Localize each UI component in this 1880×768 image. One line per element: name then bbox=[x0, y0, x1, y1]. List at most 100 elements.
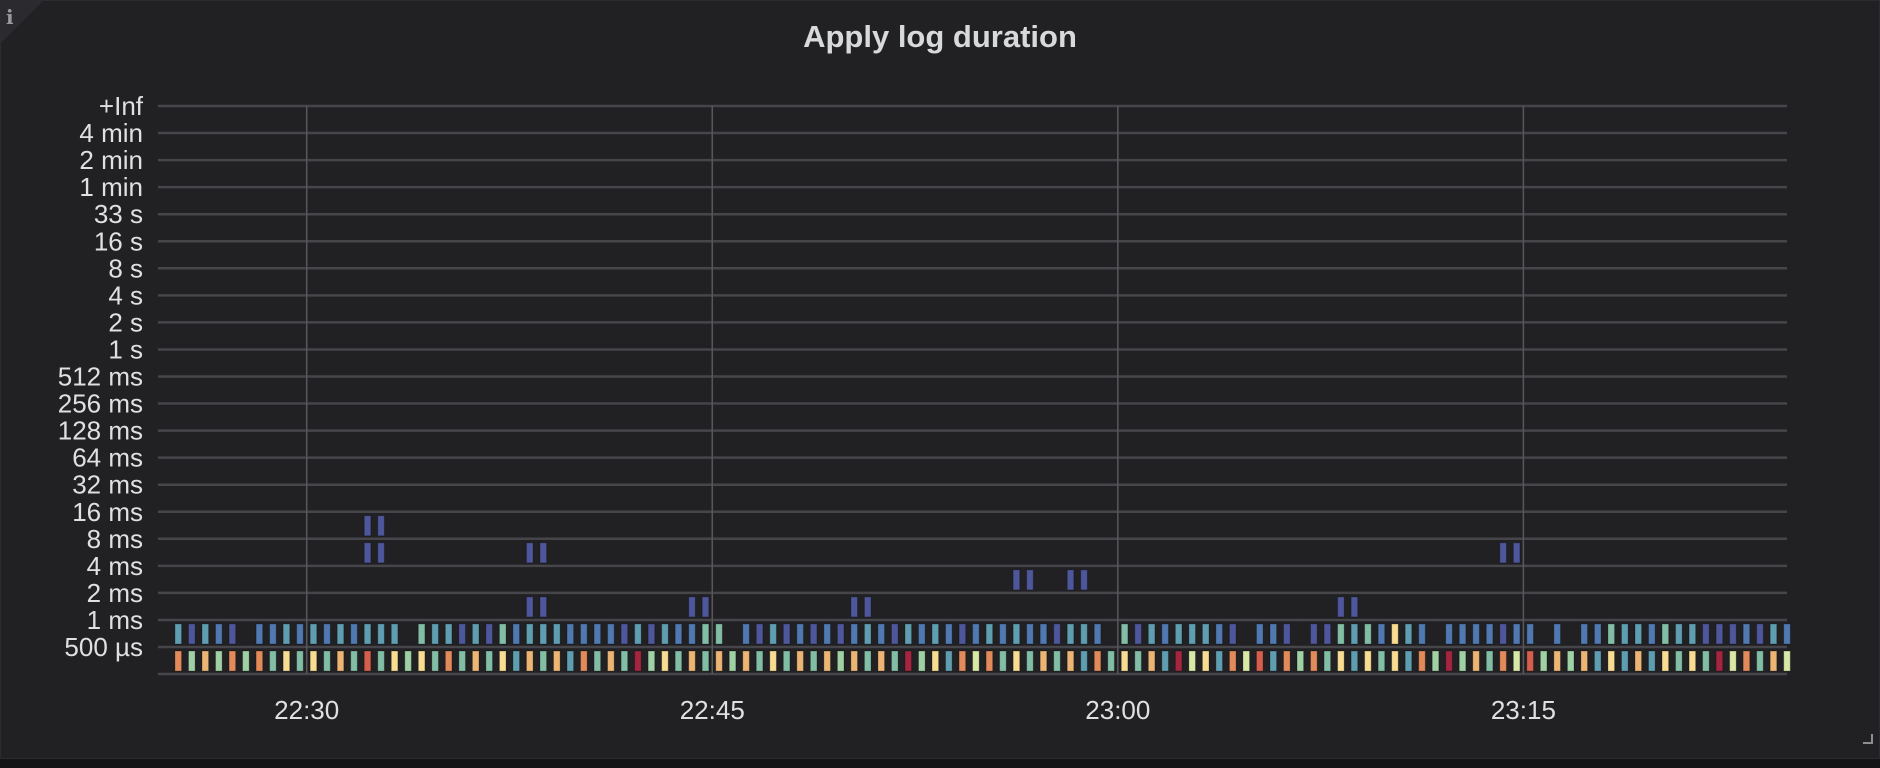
heatmap-cell[interactable] bbox=[1512, 623, 1521, 645]
heatmap-cell[interactable] bbox=[593, 623, 602, 645]
heatmap-cell[interactable] bbox=[525, 650, 534, 672]
heatmap-cell[interactable] bbox=[498, 650, 507, 672]
heatmap-cell[interactable] bbox=[1269, 650, 1278, 672]
heatmap-cell[interactable] bbox=[1688, 650, 1697, 672]
heatmap-cell[interactable] bbox=[1391, 650, 1399, 672]
heatmap-cell[interactable] bbox=[1215, 650, 1224, 672]
heatmap-cell[interactable] bbox=[836, 650, 845, 672]
heatmap-cell[interactable] bbox=[1255, 650, 1264, 672]
heatmap-cell[interactable] bbox=[1337, 596, 1345, 618]
heatmap-cell[interactable] bbox=[809, 650, 818, 672]
heatmap-cell[interactable] bbox=[1134, 650, 1142, 672]
heatmap-cell[interactable] bbox=[1634, 650, 1643, 672]
heatmap-cell[interactable] bbox=[715, 623, 723, 645]
heatmap-cell[interactable] bbox=[1228, 623, 1237, 645]
heatmap-cell[interactable] bbox=[390, 623, 399, 645]
heatmap-cell[interactable] bbox=[1485, 623, 1494, 645]
heatmap-cell[interactable] bbox=[931, 650, 940, 672]
heatmap-cell[interactable] bbox=[1742, 650, 1751, 672]
heatmap-cell[interactable] bbox=[1472, 623, 1480, 645]
heatmap-cell[interactable] bbox=[607, 623, 615, 645]
heatmap-cell[interactable] bbox=[1404, 650, 1413, 672]
heatmap-cell[interactable] bbox=[1702, 650, 1710, 672]
heatmap-cell[interactable] bbox=[485, 650, 494, 672]
heatmap-cell[interactable] bbox=[417, 650, 426, 672]
heatmap-cell[interactable] bbox=[863, 596, 872, 618]
heatmap-cell[interactable] bbox=[755, 623, 764, 645]
heatmap-cell[interactable] bbox=[539, 650, 548, 672]
heatmap-cell[interactable] bbox=[1634, 623, 1643, 645]
heatmap-cell[interactable] bbox=[1337, 650, 1345, 672]
heatmap-cell[interactable] bbox=[1012, 569, 1021, 591]
heatmap-cell[interactable] bbox=[512, 623, 521, 645]
heatmap-cell[interactable] bbox=[1012, 650, 1021, 672]
heatmap-cell[interactable] bbox=[661, 650, 669, 672]
heatmap-cell[interactable] bbox=[309, 623, 318, 645]
heatmap-cell[interactable] bbox=[1201, 623, 1210, 645]
heatmap-cell[interactable] bbox=[1580, 623, 1589, 645]
heatmap-cell[interactable] bbox=[877, 650, 886, 672]
heatmap-cell[interactable] bbox=[363, 623, 372, 645]
heatmap-cell[interactable] bbox=[634, 623, 642, 645]
heatmap-cell[interactable] bbox=[1296, 650, 1305, 672]
heatmap-cell[interactable] bbox=[1053, 650, 1061, 672]
resize-handle[interactable] bbox=[1863, 734, 1873, 744]
heatmap-cell[interactable] bbox=[1620, 650, 1629, 672]
heatmap-cell[interactable] bbox=[620, 623, 629, 645]
heatmap-cell[interactable] bbox=[580, 650, 588, 672]
heatmap-cell[interactable] bbox=[1620, 623, 1629, 645]
heatmap-cell[interactable] bbox=[607, 650, 615, 672]
heatmap-cell[interactable] bbox=[863, 650, 872, 672]
heatmap-cell[interactable] bbox=[1675, 650, 1683, 672]
heatmap-cell[interactable] bbox=[1418, 650, 1426, 672]
heatmap-cell[interactable] bbox=[1066, 650, 1075, 672]
heatmap-cell[interactable] bbox=[512, 650, 521, 672]
heatmap-cell[interactable] bbox=[1039, 623, 1048, 645]
heatmap-cell[interactable] bbox=[1715, 623, 1724, 645]
heatmap-cell[interactable] bbox=[1512, 542, 1521, 564]
heatmap-cell[interactable] bbox=[1756, 623, 1764, 645]
heatmap-cell[interactable] bbox=[985, 623, 994, 645]
heatmap-cell[interactable] bbox=[1066, 569, 1075, 591]
heatmap-cell[interactable] bbox=[1391, 623, 1399, 645]
heatmap-cell[interactable] bbox=[999, 650, 1007, 672]
heatmap-cell[interactable] bbox=[566, 623, 575, 645]
heatmap-cell[interactable] bbox=[363, 542, 372, 564]
heatmap-cell[interactable] bbox=[904, 650, 913, 672]
heatmap-cell[interactable] bbox=[1553, 623, 1561, 645]
heatmap-cell[interactable] bbox=[836, 623, 845, 645]
heatmap-cell[interactable] bbox=[688, 650, 696, 672]
heatmap-cell[interactable] bbox=[228, 623, 237, 645]
heatmap-cell[interactable] bbox=[539, 596, 548, 618]
heatmap-cell[interactable] bbox=[174, 623, 183, 645]
heatmap-cell[interactable] bbox=[769, 623, 777, 645]
heatmap-cell[interactable] bbox=[471, 623, 480, 645]
heatmap-cell[interactable] bbox=[918, 650, 926, 672]
heatmap-cell[interactable] bbox=[634, 650, 642, 672]
heatmap-cell[interactable] bbox=[674, 650, 683, 672]
heatmap-cell[interactable] bbox=[1553, 650, 1561, 672]
heatmap-cell[interactable] bbox=[566, 650, 575, 672]
heatmap-cell[interactable] bbox=[444, 650, 453, 672]
heatmap-cell[interactable] bbox=[755, 650, 764, 672]
heatmap-cell[interactable] bbox=[850, 596, 859, 618]
heatmap-cell[interactable] bbox=[945, 623, 953, 645]
heatmap-cell[interactable] bbox=[1675, 623, 1683, 645]
heatmap-cell[interactable] bbox=[525, 596, 534, 618]
heatmap-cell[interactable] bbox=[1756, 650, 1764, 672]
heatmap-cell[interactable] bbox=[688, 623, 696, 645]
heatmap-cell[interactable] bbox=[1174, 623, 1183, 645]
heatmap-cell[interactable] bbox=[958, 623, 967, 645]
heatmap-cell[interactable] bbox=[1350, 596, 1359, 618]
heatmap-cell[interactable] bbox=[269, 623, 277, 645]
heatmap-cell[interactable] bbox=[296, 650, 304, 672]
heatmap-cell[interactable] bbox=[1526, 650, 1534, 672]
heatmap-cell[interactable] bbox=[404, 650, 412, 672]
heatmap-cell[interactable] bbox=[458, 623, 466, 645]
heatmap-cell[interactable] bbox=[1445, 650, 1453, 672]
heatmap-cell[interactable] bbox=[1120, 650, 1129, 672]
heatmap-cell[interactable] bbox=[1026, 569, 1034, 591]
heatmap-cell[interactable] bbox=[1350, 650, 1359, 672]
heatmap-cell[interactable] bbox=[363, 515, 372, 537]
heatmap-cell[interactable] bbox=[1053, 623, 1061, 645]
